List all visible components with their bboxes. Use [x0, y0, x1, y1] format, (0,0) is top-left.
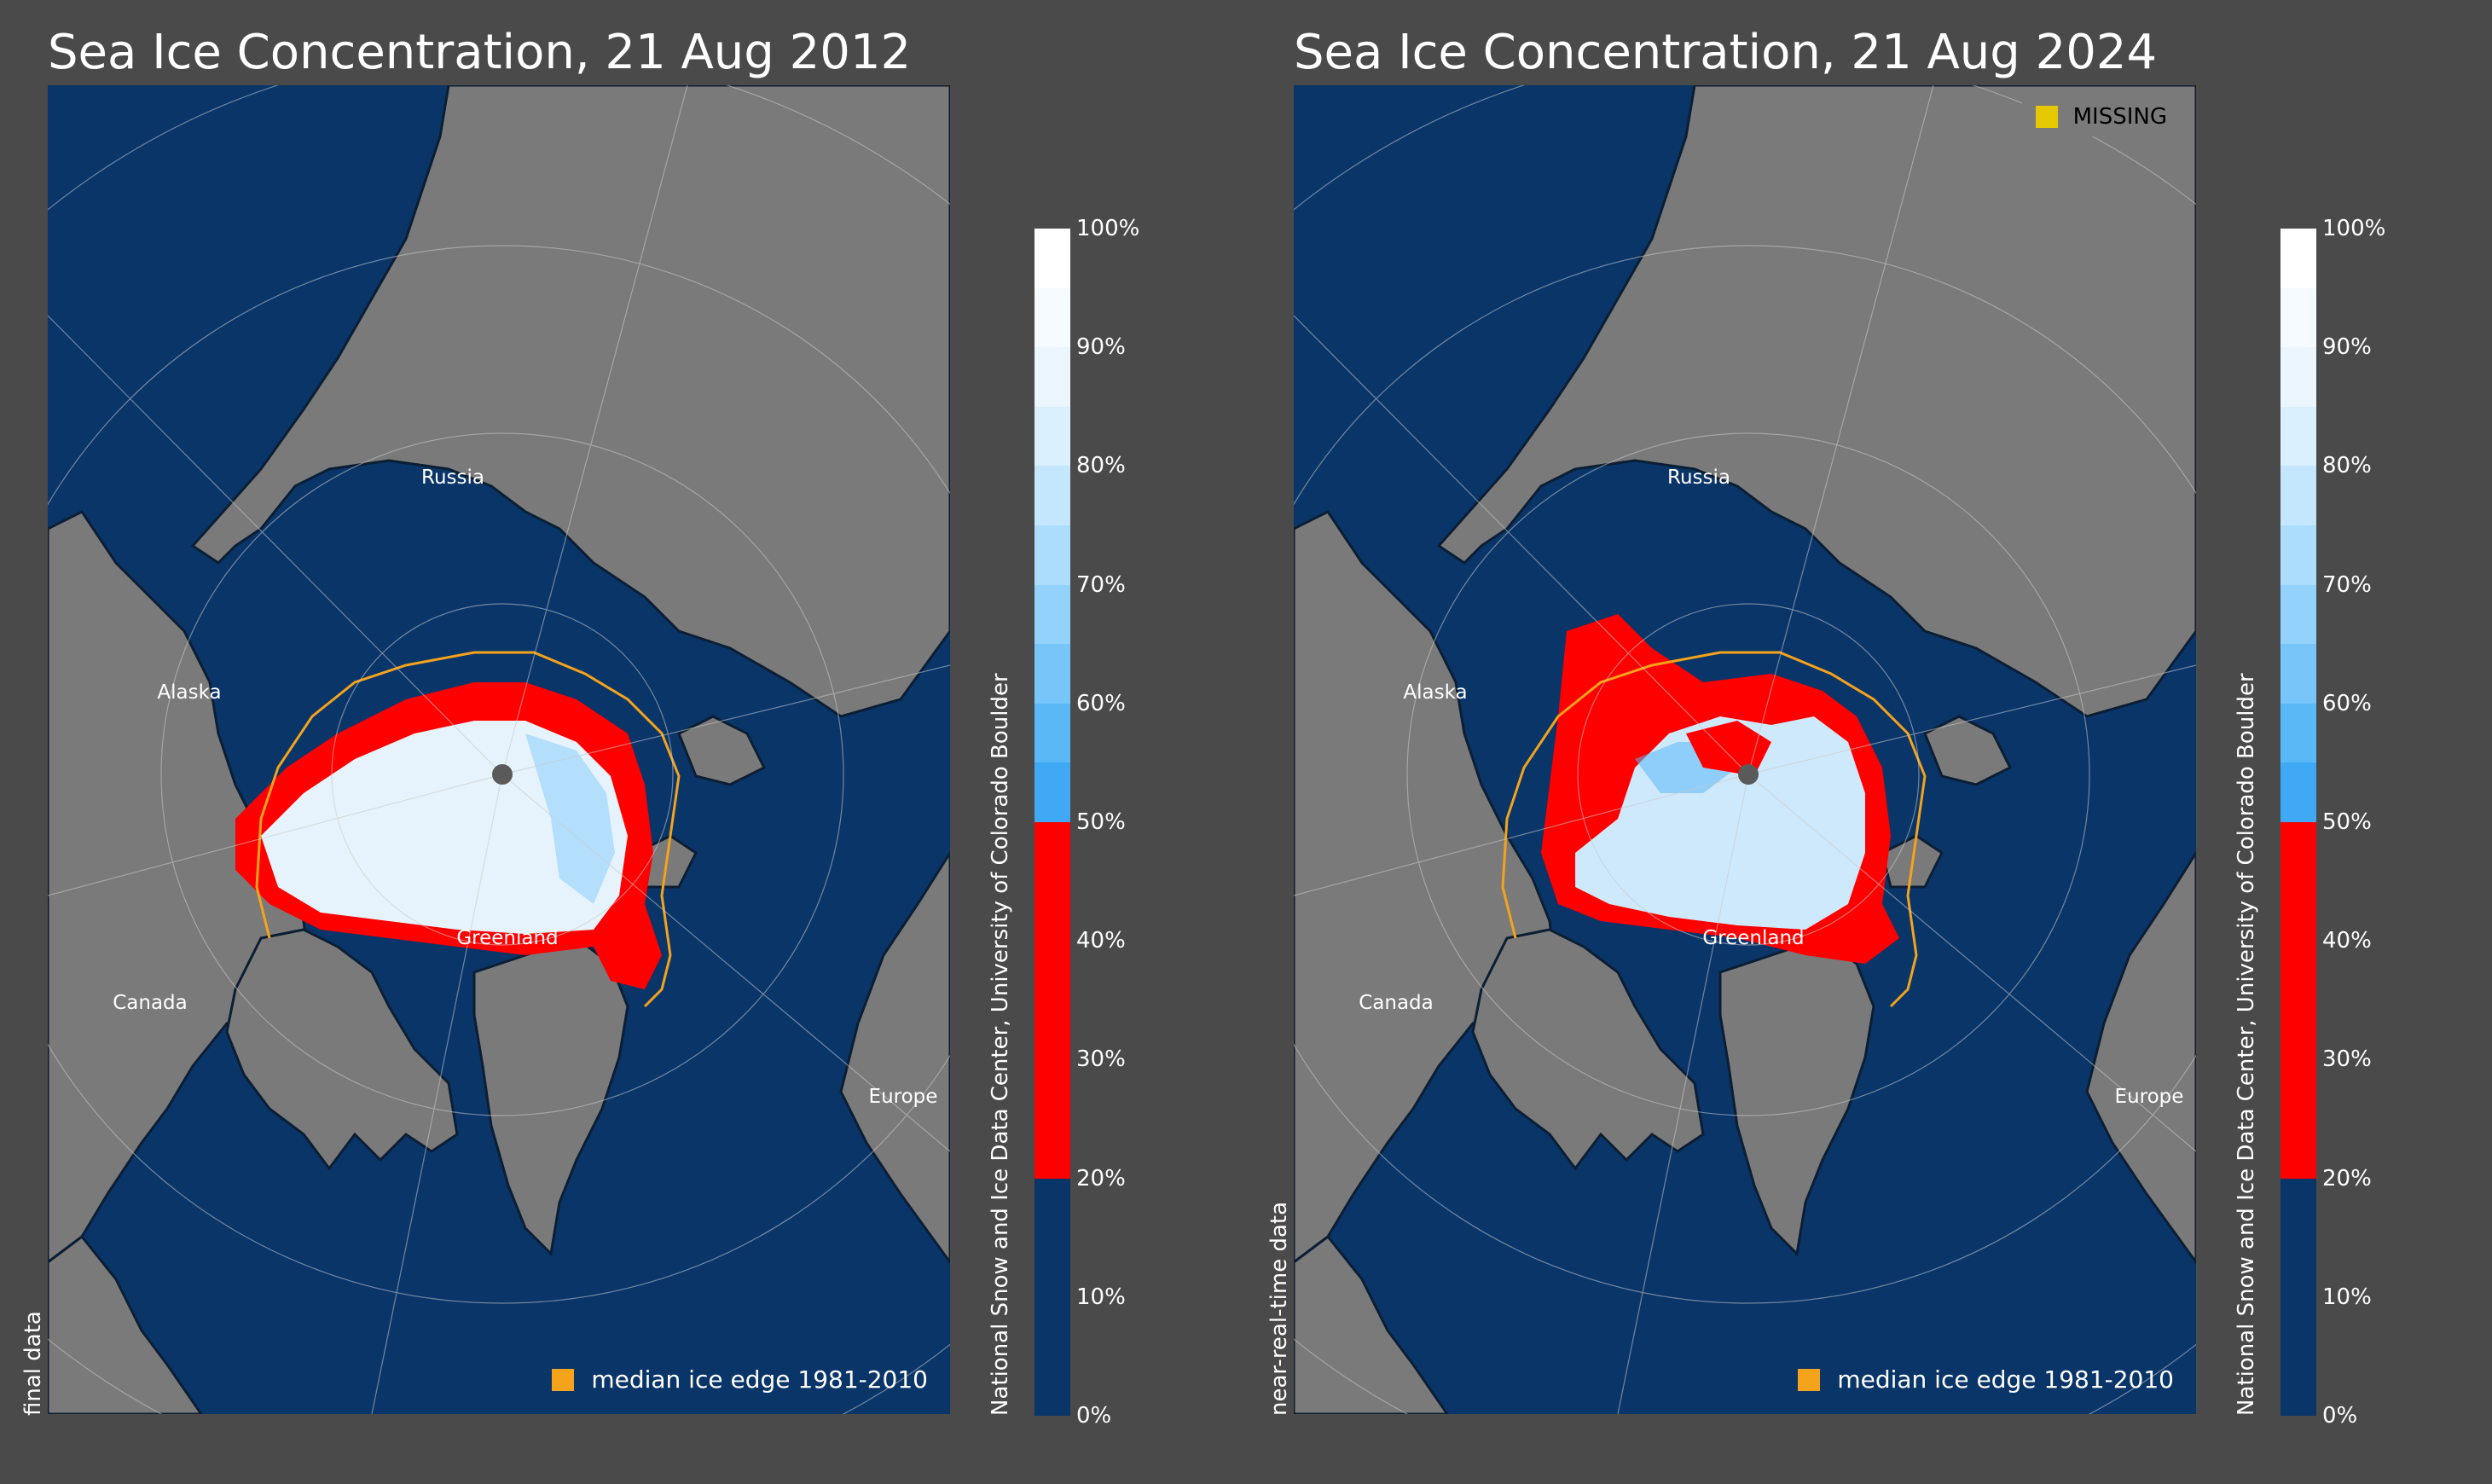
map-title: Sea Ice Concentration, 21 Aug 2024	[1294, 25, 2158, 80]
median-edge-legend: median ice edge 1981-2010	[552, 1365, 928, 1394]
colorbar-tick: 50%	[2322, 809, 2372, 835]
colorbar-tick: 30%	[1076, 1046, 1126, 1072]
place-label-russia: Russia	[1667, 467, 1730, 489]
colorbar-tick: 10%	[1076, 1284, 1126, 1310]
concentration-colorbar	[2280, 229, 2316, 1416]
colorbar-tick: 50%	[1076, 809, 1126, 835]
colorbar-tick: 60%	[2322, 691, 2372, 716]
credit-label: National Snow and Ice Data Center, Unive…	[988, 673, 1013, 1416]
land-eastern-canada	[1294, 1234, 1449, 1414]
median-ice-edge	[1501, 651, 1927, 1008]
sea-ice-high-concentration	[261, 721, 628, 934]
place-label-canada: Canada	[113, 992, 188, 1014]
colorbar-tick: 20%	[2322, 1166, 2372, 1191]
data-status-label: final data	[20, 1311, 46, 1416]
land-europe	[2085, 850, 2196, 1265]
sea-ice-map: Russia Alaska Greenland Canada Europe me…	[48, 85, 950, 1414]
panel-2024: Sea Ice Concentration, 21 Aug 2024	[1246, 0, 2492, 1484]
median-edge-swatch	[552, 1368, 575, 1391]
colorbar-tick: 0%	[2322, 1403, 2358, 1429]
land-novaya-zemlya	[677, 715, 767, 786]
colorbar-tick: 90%	[2322, 334, 2372, 360]
median-ice-edge	[255, 651, 681, 1008]
colorbar-tick: 70%	[1076, 572, 1126, 598]
pole-hole-marker	[492, 764, 513, 785]
sea-ice-red-interior	[1686, 721, 1771, 776]
place-label-europe: Europe	[2114, 1086, 2184, 1108]
colorbar-tick: 80%	[2322, 453, 2372, 478]
median-edge-label: median ice edge 1981-2010	[591, 1365, 928, 1394]
place-label-greenland: Greenland	[1702, 927, 1805, 949]
colorbar-tick: 100%	[2322, 216, 2386, 241]
place-label-canada: Canada	[1359, 992, 1434, 1014]
median-edge-swatch	[1798, 1368, 1821, 1391]
colorbar-tick: 10%	[2322, 1284, 2372, 1310]
map-title: Sea Ice Concentration, 21 Aug 2012	[48, 25, 912, 80]
land-russia	[190, 85, 950, 718]
colorbar-tick: 20%	[1076, 1166, 1126, 1191]
place-label-russia: Russia	[421, 467, 484, 489]
colorbar-tick: 100%	[1076, 216, 1140, 241]
graticule	[1294, 85, 2196, 1414]
place-label-greenland: Greenland	[456, 927, 559, 949]
median-edge-legend: median ice edge 1981-2010	[1798, 1365, 2174, 1394]
colorbar-tick: 70%	[2322, 572, 2372, 598]
missing-legend: MISSING	[2021, 97, 2184, 136]
place-label-alaska: Alaska	[157, 681, 222, 704]
place-label-europe: Europe	[868, 1086, 938, 1108]
missing-swatch	[2035, 106, 2058, 128]
sea-ice-mid-concentration	[525, 733, 615, 904]
colorbar-tick: 30%	[2322, 1046, 2372, 1072]
graticule	[48, 85, 950, 1414]
colorbar-tick: 40%	[1076, 928, 1126, 954]
panel-2012: Sea Ice Concentration, 21 Aug 2012	[20, 25, 1140, 1429]
land-greenland	[472, 936, 629, 1257]
data-status-label: near-real-time data	[1266, 1201, 1292, 1416]
colorbar-tick: 60%	[1076, 691, 1126, 716]
land-eastern-canada	[48, 1234, 203, 1414]
land-russia	[1436, 85, 2196, 718]
land-canadian-archipelago	[1471, 928, 1705, 1171]
land-canadian-archipelago	[225, 928, 459, 1171]
colorbar-tick: 90%	[1076, 334, 1126, 360]
land-greenland	[1718, 936, 1875, 1257]
credit-label: National Snow and Ice Data Center, Unive…	[2234, 673, 2259, 1416]
place-label-alaska: Alaska	[1403, 681, 1468, 704]
land-europe	[839, 850, 950, 1265]
colorbar-tick: 40%	[2322, 928, 2372, 954]
concentration-colorbar	[1034, 229, 1070, 1416]
colorbar-tick: 0%	[1076, 1403, 1112, 1429]
missing-label: MISSING	[2072, 104, 2167, 130]
pole-hole-marker	[1738, 764, 1759, 785]
map-graphic	[48, 85, 950, 1414]
sea-ice-map: Russia Alaska Greenland Canada Europe MI…	[1294, 85, 2196, 1414]
land-novaya-zemlya	[1923, 715, 2013, 786]
colorbar-tick: 80%	[1076, 453, 1126, 478]
median-edge-label: median ice edge 1981-2010	[1837, 1365, 2174, 1394]
map-graphic	[1294, 85, 2196, 1414]
